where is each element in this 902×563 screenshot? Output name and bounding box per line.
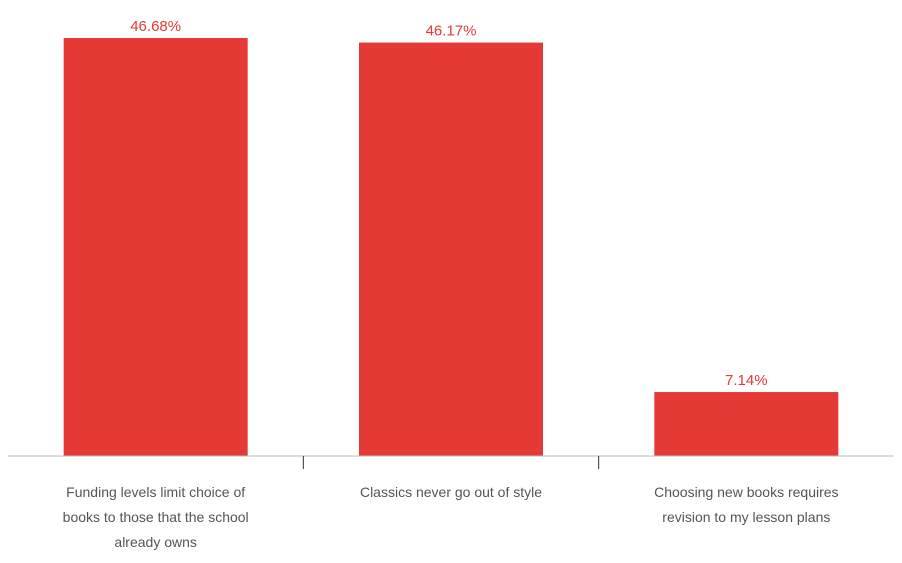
- bar-2: [359, 42, 543, 456]
- category-label-1-line-2: books to those that the school: [63, 509, 249, 525]
- value-label-3: 7.14%: [725, 372, 768, 389]
- bar-1: [63, 38, 248, 456]
- x-axis-ticks: [302, 456, 600, 469]
- category-label-3: Choosing new books requires revision to m…: [654, 484, 838, 525]
- x-axis-category-labels: Funding levels limit choice of books to t…: [63, 484, 839, 550]
- value-label-2: 46.17%: [426, 23, 477, 40]
- category-label-1: Funding levels limit choice of books to t…: [63, 484, 249, 550]
- category-label-2: Classics never go out of style: [360, 484, 542, 500]
- category-label-3-line-1: Choosing new books requires: [654, 484, 838, 500]
- category-label-1-line-1: Funding levels limit choice of: [66, 484, 245, 500]
- value-label-1: 46.68%: [130, 18, 181, 35]
- bar-3: [654, 392, 839, 456]
- value-labels: 46.68% 46.17% 7.14%: [130, 18, 767, 389]
- category-label-3-line-2: revision to my lesson plans: [662, 509, 830, 525]
- category-label-1-line-3: already owns: [114, 534, 197, 550]
- bars: [63, 38, 839, 456]
- category-label-2-line-1: Classics never go out of style: [360, 484, 542, 500]
